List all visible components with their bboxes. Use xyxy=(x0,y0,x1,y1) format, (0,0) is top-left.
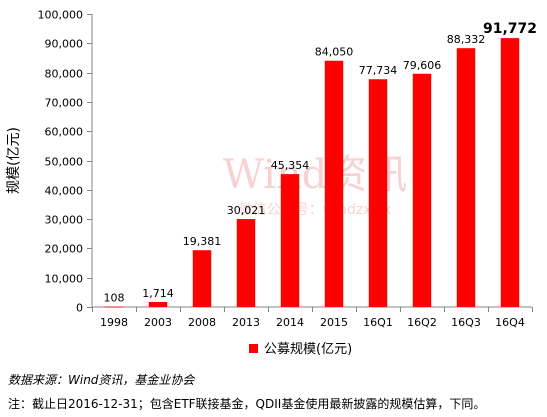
bar xyxy=(192,250,212,307)
x-tick-label: 1998 xyxy=(100,316,128,329)
data-label: 30,021 xyxy=(227,204,266,217)
data-label: 88,332 xyxy=(447,33,486,46)
data-label: 19,381 xyxy=(183,235,222,248)
x-tick-label: 2015 xyxy=(320,316,348,329)
x-tick-label: 2003 xyxy=(144,316,172,329)
chart-axes: 0 10,000 20,000 30,000 40,000 50,000 60,000 70,… xyxy=(38,9,533,329)
legend-label: 公募规模(亿元) xyxy=(264,342,352,357)
x-tick-label: 16Q4 xyxy=(495,316,525,329)
footnote: 注：截止日2016-12-31；包含ETF联接基金，QDII基金使用最新披露的规… xyxy=(8,397,486,411)
data-label: 84,050 xyxy=(315,46,354,59)
bar xyxy=(148,301,168,307)
y-tick-label: 90,000 xyxy=(45,38,84,51)
bar xyxy=(412,73,432,307)
chart-bars xyxy=(104,38,520,308)
bar xyxy=(368,79,388,307)
chart-value-labels: 108 1,714 19,381 30,021 45,354 84,050 77,734 79… xyxy=(104,21,538,305)
bar xyxy=(236,219,256,307)
data-label: 108 xyxy=(104,292,125,305)
bar xyxy=(456,48,476,307)
watermark-wechat-text: 微信公众号：windzxwx xyxy=(239,202,391,218)
legend-swatch xyxy=(249,344,258,353)
legend: 公募规模(亿元) xyxy=(249,342,352,357)
data-label: 91,772 xyxy=(483,21,537,37)
y-tick-label: 60,000 xyxy=(45,126,84,139)
y-tick-label: 40,000 xyxy=(45,185,84,198)
y-tick-label: 100,000 xyxy=(38,9,84,22)
x-tick-label: 16Q1 xyxy=(363,316,393,329)
data-label: 77,734 xyxy=(359,64,398,77)
x-tick-label: 2013 xyxy=(232,316,260,329)
bar xyxy=(324,60,344,307)
y-tick-label: 70,000 xyxy=(45,97,84,110)
x-tick-label: 2008 xyxy=(188,316,216,329)
x-tick-label: 2014 xyxy=(276,316,304,329)
data-label: 79,606 xyxy=(403,59,442,72)
data-label: 45,354 xyxy=(271,159,310,172)
data-source-note: 数据来源：Wind资讯，基金业协会 xyxy=(8,373,195,387)
x-tick-label: 16Q2 xyxy=(407,316,437,329)
bar xyxy=(104,306,124,308)
x-tick-label: 16Q3 xyxy=(451,316,481,329)
bar xyxy=(500,38,520,308)
data-label: 1,714 xyxy=(142,287,174,300)
y-tick-label: 30,000 xyxy=(45,214,84,227)
y-tick-label: 80,000 xyxy=(45,68,84,81)
y-axis-label: 规模(亿元) xyxy=(6,127,22,194)
bar xyxy=(280,174,300,307)
y-tick-label: 50,000 xyxy=(45,156,84,169)
y-tick-label: 0 xyxy=(76,302,83,315)
bar-chart: Wind资讯 微信公众号：windzxwx 010,00020,00030,00… xyxy=(6,9,538,358)
y-tick-label: 10,000 xyxy=(45,273,84,286)
y-tick-label: 20,000 xyxy=(45,243,84,256)
